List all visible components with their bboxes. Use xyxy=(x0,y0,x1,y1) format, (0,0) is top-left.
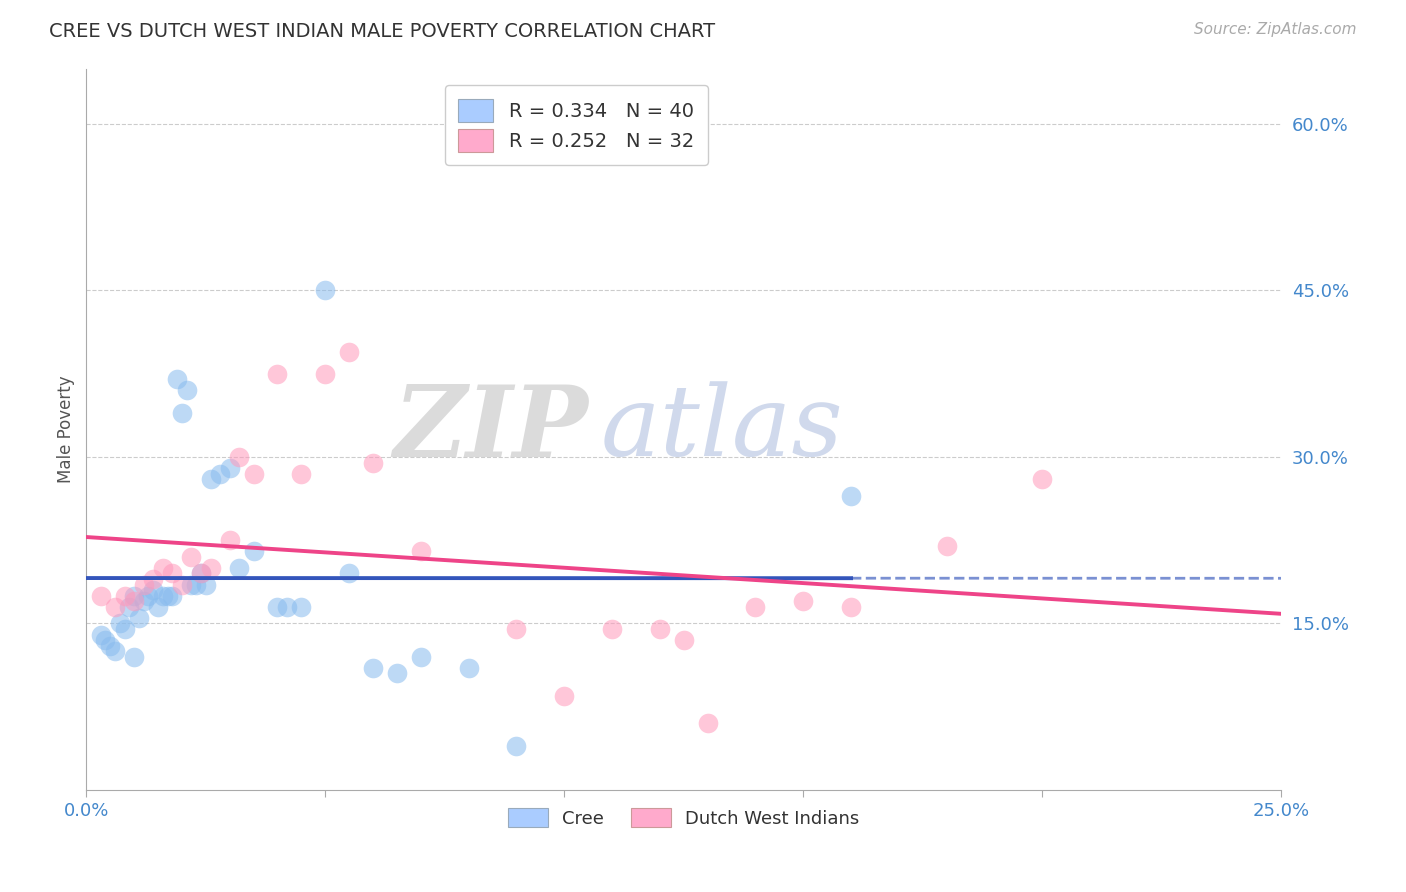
Text: atlas: atlas xyxy=(600,382,842,477)
Point xyxy=(90,627,112,641)
Point xyxy=(457,661,479,675)
Point xyxy=(228,561,250,575)
Point xyxy=(409,544,432,558)
Point xyxy=(190,566,212,581)
Point xyxy=(839,599,862,614)
Point xyxy=(114,622,136,636)
Point xyxy=(337,344,360,359)
Point xyxy=(170,406,193,420)
Point xyxy=(935,539,957,553)
Point xyxy=(180,577,202,591)
Point xyxy=(156,589,179,603)
Point xyxy=(242,467,264,481)
Point xyxy=(138,589,160,603)
Point xyxy=(276,599,298,614)
Point xyxy=(648,622,671,636)
Point xyxy=(176,384,198,398)
Point xyxy=(839,489,862,503)
Legend: Cree, Dutch West Indians: Cree, Dutch West Indians xyxy=(501,801,866,835)
Point xyxy=(200,472,222,486)
Point xyxy=(114,589,136,603)
Point xyxy=(290,599,312,614)
Point xyxy=(98,639,121,653)
Point xyxy=(505,622,527,636)
Point xyxy=(162,566,184,581)
Point xyxy=(90,589,112,603)
Point xyxy=(128,611,150,625)
Point xyxy=(553,689,575,703)
Point xyxy=(361,661,384,675)
Point xyxy=(361,456,384,470)
Point xyxy=(209,467,232,481)
Point xyxy=(200,561,222,575)
Point xyxy=(122,589,145,603)
Point xyxy=(146,599,169,614)
Point xyxy=(94,633,117,648)
Point xyxy=(190,566,212,581)
Point xyxy=(744,599,766,614)
Point xyxy=(314,367,336,381)
Point xyxy=(152,561,174,575)
Point xyxy=(108,616,131,631)
Point xyxy=(132,594,155,608)
Point xyxy=(180,549,202,564)
Point xyxy=(152,589,174,603)
Point xyxy=(194,577,217,591)
Point xyxy=(314,284,336,298)
Point xyxy=(170,577,193,591)
Point xyxy=(142,572,165,586)
Y-axis label: Male Poverty: Male Poverty xyxy=(58,376,75,483)
Point xyxy=(228,450,250,464)
Point xyxy=(186,577,208,591)
Point xyxy=(1031,472,1053,486)
Point xyxy=(337,566,360,581)
Text: CREE VS DUTCH WEST INDIAN MALE POVERTY CORRELATION CHART: CREE VS DUTCH WEST INDIAN MALE POVERTY C… xyxy=(49,22,716,41)
Point xyxy=(104,644,127,658)
Point xyxy=(104,599,127,614)
Point xyxy=(696,716,718,731)
Point xyxy=(385,666,408,681)
Point xyxy=(122,594,145,608)
Point xyxy=(600,622,623,636)
Point xyxy=(118,599,141,614)
Point xyxy=(290,467,312,481)
Point xyxy=(142,583,165,598)
Point xyxy=(242,544,264,558)
Text: Source: ZipAtlas.com: Source: ZipAtlas.com xyxy=(1194,22,1357,37)
Point xyxy=(266,599,288,614)
Text: ZIP: ZIP xyxy=(394,381,588,477)
Point xyxy=(132,577,155,591)
Point xyxy=(672,633,695,648)
Point xyxy=(218,461,240,475)
Point xyxy=(166,372,188,386)
Point xyxy=(162,589,184,603)
Point xyxy=(792,594,814,608)
Point xyxy=(505,739,527,753)
Point xyxy=(218,533,240,548)
Point xyxy=(266,367,288,381)
Point xyxy=(409,649,432,664)
Point xyxy=(122,649,145,664)
